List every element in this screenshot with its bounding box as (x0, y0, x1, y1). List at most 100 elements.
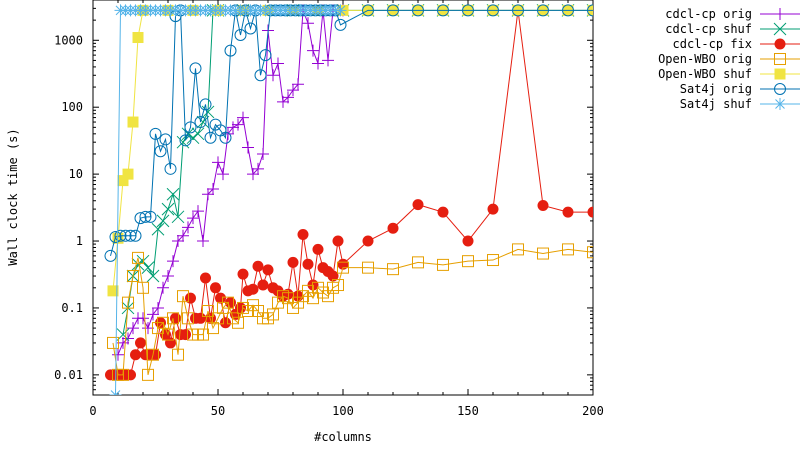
data-point (292, 78, 304, 91)
data-point (107, 285, 119, 297)
data-point (437, 4, 449, 17)
data-point (186, 131, 200, 145)
data-point (312, 243, 324, 255)
legend-label: Sat4j shuf (680, 97, 752, 111)
x-tick-label: 200 (582, 404, 604, 418)
data-point (257, 279, 269, 291)
data-point (222, 127, 234, 140)
x-axis-label: #columns (314, 430, 372, 444)
data-point (282, 91, 294, 104)
data-point (122, 168, 134, 180)
data-point (219, 131, 232, 144)
series-cdcl-cp-fix (105, 4, 593, 381)
series-line (112, 248, 593, 376)
data-point (202, 305, 214, 318)
data-point (362, 235, 374, 247)
data-point (104, 249, 117, 262)
legend-item: cdcl-cp shuf (665, 22, 800, 36)
data-point (177, 229, 189, 242)
data-point (332, 279, 344, 292)
y-tick-label: 0.01 (54, 368, 83, 382)
data-point (332, 235, 344, 247)
data-point (200, 272, 211, 284)
data-point (387, 4, 399, 17)
data-point (127, 270, 139, 283)
data-point (362, 4, 374, 17)
legend-marker (774, 98, 786, 110)
data-point (124, 229, 137, 242)
data-point (122, 332, 134, 345)
data-point (220, 317, 231, 329)
legend-marker (774, 8, 786, 20)
series-line (115, 9, 341, 395)
legend-item: Sat4j shuf (680, 97, 800, 111)
data-point (487, 4, 499, 17)
data-point (587, 246, 593, 259)
series-sat4j-orig (104, 4, 593, 262)
data-point (179, 134, 192, 147)
y-tick-label: 0.1 (61, 301, 83, 315)
x-tick-label: 100 (332, 404, 354, 418)
data-point (562, 243, 574, 256)
data-point (312, 57, 324, 70)
data-point (412, 256, 424, 269)
data-point (512, 4, 524, 17)
data-point (182, 312, 194, 325)
data-point (537, 199, 549, 211)
data-point (307, 44, 319, 57)
legend-item: cdcl-cp orig (665, 7, 800, 21)
data-point (147, 348, 159, 361)
data-point (159, 133, 172, 146)
data-point (107, 336, 119, 349)
data-point (487, 203, 499, 215)
data-point (194, 116, 207, 129)
data-point (412, 199, 424, 211)
data-point (227, 121, 239, 134)
data-point (197, 328, 209, 341)
data-point (512, 243, 524, 256)
data-point (127, 116, 139, 128)
y-tick-label: 1 (76, 234, 83, 248)
data-point (252, 260, 264, 272)
data-point (147, 308, 159, 321)
data-point (166, 187, 180, 201)
data-point (149, 127, 162, 140)
legend-label: Sat4j orig (680, 82, 752, 96)
data-point (562, 206, 574, 218)
data-point (137, 312, 149, 325)
legend-label: Open-WBO orig (658, 52, 752, 66)
data-point (487, 254, 499, 267)
data-point (334, 4, 347, 17)
data-point (287, 84, 299, 97)
data-point (337, 258, 349, 270)
data-point (165, 337, 176, 349)
data-point (242, 141, 254, 154)
data-point (146, 269, 160, 283)
data-point (587, 4, 593, 17)
data-point (272, 57, 284, 70)
data-point (176, 135, 190, 149)
data-point (172, 348, 184, 361)
data-point (191, 127, 205, 141)
data-point (167, 255, 179, 268)
data-point (151, 222, 165, 236)
data-point (167, 312, 179, 325)
data-point (210, 282, 221, 294)
data-point (152, 301, 164, 314)
legend-item: Open-WBO shuf (658, 67, 800, 81)
legend-label: cdcl-cp orig (665, 7, 752, 21)
data-point (267, 69, 279, 82)
data-point (212, 156, 224, 169)
data-point (244, 22, 257, 35)
data-point (137, 281, 149, 294)
data-point (587, 206, 593, 218)
data-point (139, 210, 152, 223)
data-point (302, 17, 314, 30)
data-point (119, 229, 132, 242)
data-point (257, 147, 269, 160)
data-point (129, 229, 142, 242)
data-point (130, 349, 141, 361)
data-point (254, 69, 267, 82)
data-point (437, 206, 449, 218)
data-point (162, 270, 174, 283)
